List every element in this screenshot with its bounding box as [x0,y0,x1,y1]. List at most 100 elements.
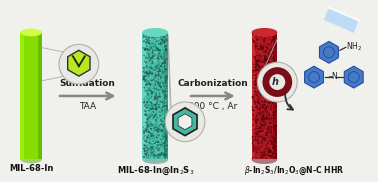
Point [257,151,263,154]
Point [163,75,169,78]
Point [141,150,147,153]
Point [258,45,264,48]
Point [143,70,149,73]
Point [270,125,276,128]
Point [251,155,257,158]
Point [270,122,276,125]
Point [153,102,160,105]
Point [161,101,167,104]
Point [270,76,276,79]
Point [266,148,273,151]
Point [255,84,261,87]
Point [266,151,273,154]
Text: TAA: TAA [79,102,96,111]
Point [153,65,159,68]
Point [272,32,278,35]
Point [163,95,169,98]
Point [265,110,271,113]
Point [259,50,265,53]
Point [252,56,258,59]
Ellipse shape [20,156,42,163]
Point [156,89,162,92]
Point [149,36,155,39]
Point [147,147,153,150]
Point [263,101,270,104]
Point [268,53,274,56]
Point [163,70,169,73]
Point [149,69,155,72]
Point [262,152,268,155]
Point [271,107,277,110]
Point [259,54,265,57]
Point [143,89,149,92]
Point [268,78,274,81]
Point [269,40,275,43]
Point [146,83,152,86]
Point [153,77,160,80]
Point [157,37,163,40]
Point [269,86,275,89]
Point [156,95,162,98]
Point [264,94,270,97]
Point [158,63,164,66]
Point [262,57,268,60]
Point [143,48,149,51]
Point [147,121,153,124]
Point [260,45,266,48]
Point [254,34,260,37]
Point [160,48,166,51]
Point [161,55,167,58]
Point [149,121,155,124]
Point [262,48,268,50]
Point [153,94,160,97]
Point [146,74,152,77]
Point [271,48,277,51]
Point [268,74,274,77]
Point [163,61,169,64]
Point [262,112,268,115]
Point [154,78,160,81]
Point [262,55,268,58]
Point [155,126,161,129]
Point [264,67,270,70]
Point [160,68,166,71]
Point [155,47,161,50]
Point [141,37,147,40]
Point [140,45,146,48]
Point [154,45,160,48]
Point [146,83,152,86]
Point [265,59,271,62]
Point [155,80,161,83]
Point [164,108,170,111]
Point [157,94,163,97]
Point [272,79,278,82]
Point [261,85,267,88]
Point [257,102,263,105]
Point [141,66,147,69]
Point [152,54,158,57]
Point [155,100,161,103]
Point [265,142,271,145]
Point [263,42,270,45]
Point [252,51,258,54]
Point [256,139,262,142]
Point [161,34,167,37]
Point [268,140,274,143]
Point [257,141,263,144]
Point [253,56,259,59]
Point [158,123,164,126]
Point [164,67,170,70]
Point [257,108,263,111]
Point [164,83,170,86]
Point [255,118,261,121]
Point [257,103,263,106]
Point [157,150,163,153]
Point [259,93,265,96]
Point [163,79,169,82]
Point [141,104,147,107]
Point [263,143,270,146]
Ellipse shape [251,28,277,37]
Point [144,72,150,75]
Point [158,65,164,68]
Point [153,140,159,143]
